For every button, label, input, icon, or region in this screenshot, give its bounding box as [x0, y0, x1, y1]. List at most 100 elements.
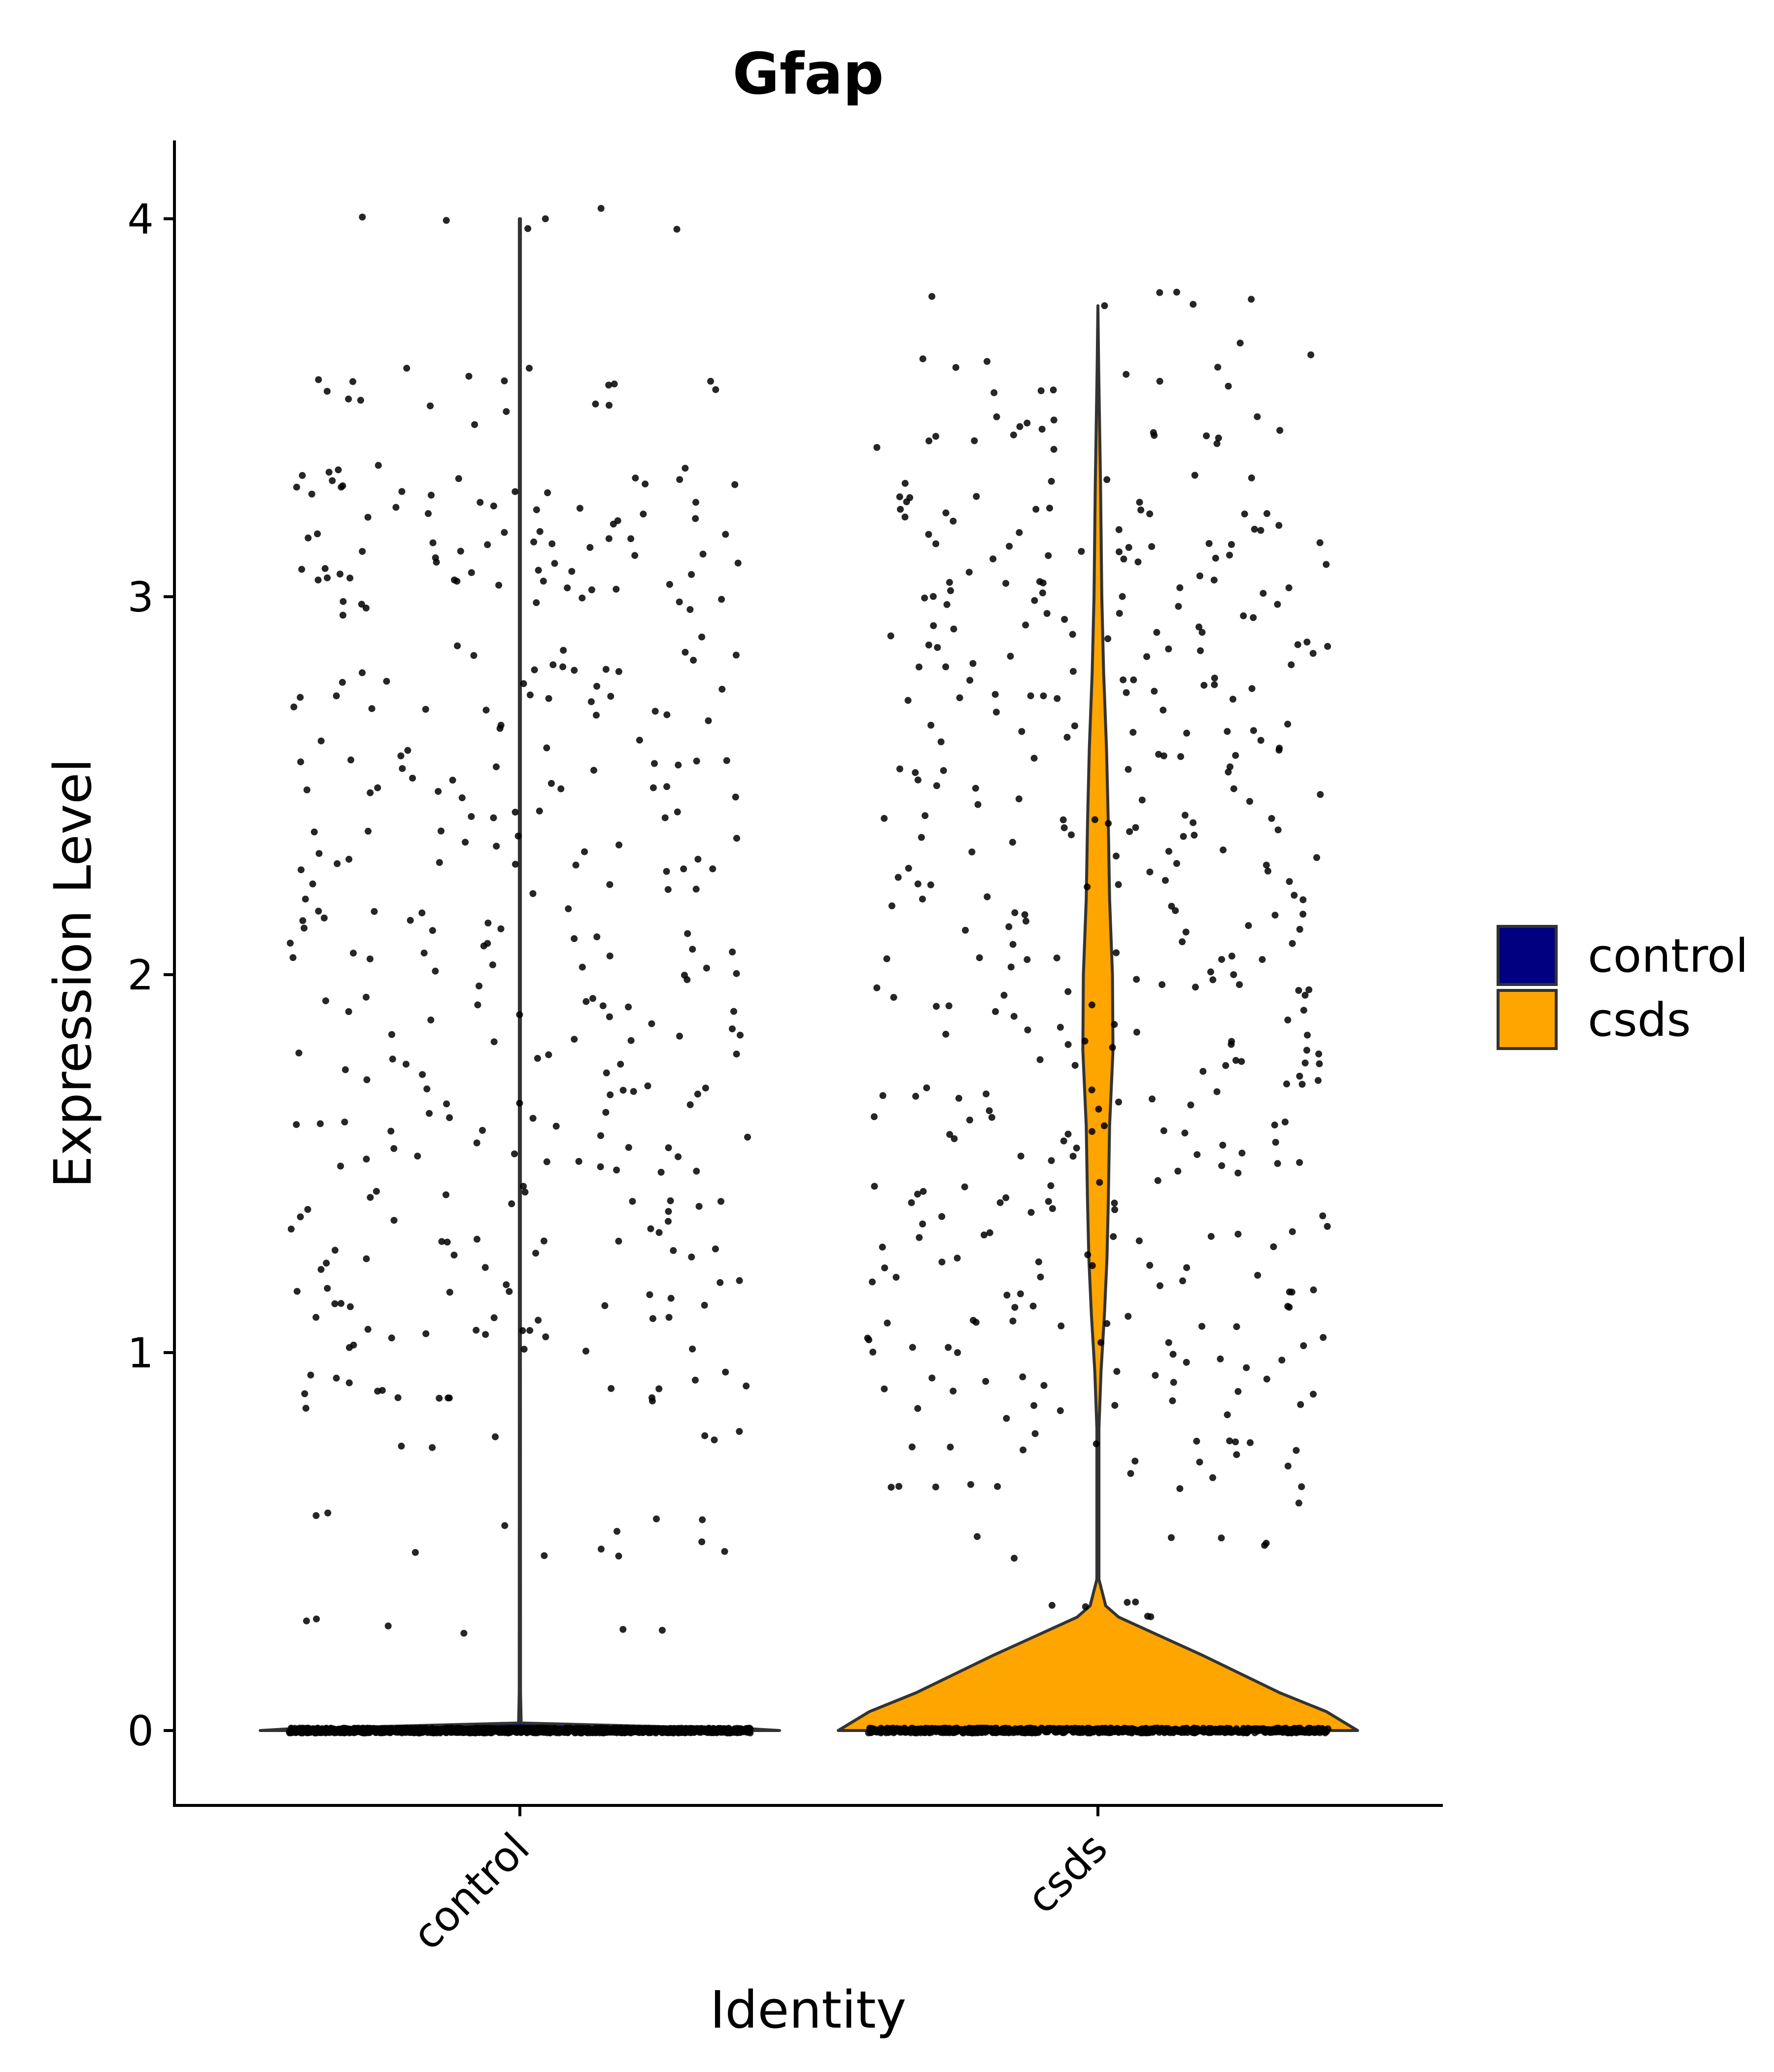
data-point	[703, 964, 710, 972]
data-point	[692, 885, 700, 893]
data-point	[318, 1726, 326, 1733]
data-point	[543, 744, 550, 751]
data-point	[1215, 434, 1222, 442]
data-point	[1071, 722, 1078, 730]
chart-title: Gfap	[733, 41, 884, 107]
data-point	[873, 1729, 881, 1736]
data-point	[302, 895, 309, 903]
data-point	[666, 581, 673, 588]
data-point	[1298, 1081, 1306, 1088]
data-point	[1232, 1057, 1239, 1064]
data-point	[897, 506, 904, 513]
data-point	[303, 786, 310, 793]
data-point	[1194, 1151, 1201, 1158]
data-point	[320, 915, 328, 921]
data-point	[1151, 687, 1158, 695]
data-point	[1220, 846, 1227, 853]
data-point	[1187, 1101, 1194, 1109]
data-point	[1116, 610, 1123, 617]
data-point	[992, 1008, 999, 1015]
data-point	[1307, 351, 1315, 359]
data-point	[1123, 371, 1130, 378]
data-point	[1309, 650, 1317, 657]
data-point	[1286, 1288, 1293, 1295]
data-point	[1183, 729, 1191, 737]
data-point	[474, 1235, 480, 1243]
data-point	[1107, 1725, 1115, 1732]
data-point	[955, 1094, 962, 1102]
data-point	[707, 377, 714, 385]
data-point	[945, 1727, 952, 1734]
data-point	[1010, 431, 1017, 439]
data-point	[1199, 1068, 1207, 1075]
data-point	[493, 843, 500, 850]
data-point	[1283, 1080, 1290, 1087]
data-point	[1296, 1159, 1303, 1166]
data-point	[614, 517, 621, 524]
data-point	[1009, 941, 1017, 948]
data-point	[529, 1115, 537, 1122]
data-point	[1264, 867, 1271, 875]
legend-key-control	[1497, 925, 1558, 986]
data-point	[364, 513, 372, 521]
data-point	[350, 1341, 357, 1349]
data-point	[869, 1278, 876, 1286]
data-point	[736, 1277, 743, 1284]
data-point	[664, 886, 672, 893]
data-point	[1011, 909, 1019, 917]
data-point	[397, 752, 405, 759]
data-point	[933, 1727, 940, 1734]
data-point	[495, 581, 503, 589]
data-point	[956, 694, 963, 702]
data-point	[582, 998, 590, 1005]
data-point	[1276, 427, 1284, 434]
data-point	[627, 1037, 635, 1044]
data-point	[451, 577, 458, 583]
data-point	[429, 927, 436, 934]
data-point	[661, 814, 669, 821]
data-point	[676, 1032, 683, 1040]
data-point	[1190, 301, 1197, 308]
data-point	[542, 215, 549, 222]
data-point	[514, 832, 522, 840]
data-point	[1234, 1169, 1242, 1177]
data-point	[1169, 1397, 1176, 1404]
data-point	[686, 1101, 694, 1108]
data-point	[1212, 554, 1219, 562]
data-point	[914, 880, 921, 887]
data-point	[1027, 692, 1034, 700]
data-point	[1103, 1320, 1111, 1327]
data-point	[534, 1054, 541, 1062]
data-point	[298, 566, 306, 573]
data-point	[873, 444, 881, 451]
data-point	[602, 666, 610, 673]
data-point	[701, 1432, 709, 1439]
data-point	[384, 1622, 392, 1630]
data-point	[683, 976, 691, 984]
data-point	[597, 1545, 605, 1553]
data-point	[632, 475, 639, 482]
data-point	[520, 1183, 527, 1190]
data-point	[1160, 1127, 1167, 1134]
data-point	[512, 809, 519, 816]
data-point	[1155, 750, 1162, 758]
data-point	[1240, 612, 1247, 619]
data-point	[1173, 288, 1180, 296]
data-point	[387, 1127, 395, 1135]
data-point	[482, 1331, 489, 1338]
data-point	[1120, 676, 1127, 683]
data-point	[901, 479, 909, 487]
data-point	[1168, 903, 1175, 910]
data-point	[655, 1229, 663, 1236]
data-point	[625, 1144, 632, 1151]
data-point	[317, 737, 325, 745]
data-point	[965, 1725, 973, 1732]
data-point	[693, 757, 700, 765]
data-point	[1284, 720, 1292, 728]
data-point	[1293, 1447, 1300, 1454]
data-point	[688, 571, 695, 578]
data-point	[338, 1300, 344, 1307]
data-point	[477, 1727, 484, 1734]
data-point	[1278, 1357, 1286, 1364]
data-point	[1097, 1339, 1105, 1346]
